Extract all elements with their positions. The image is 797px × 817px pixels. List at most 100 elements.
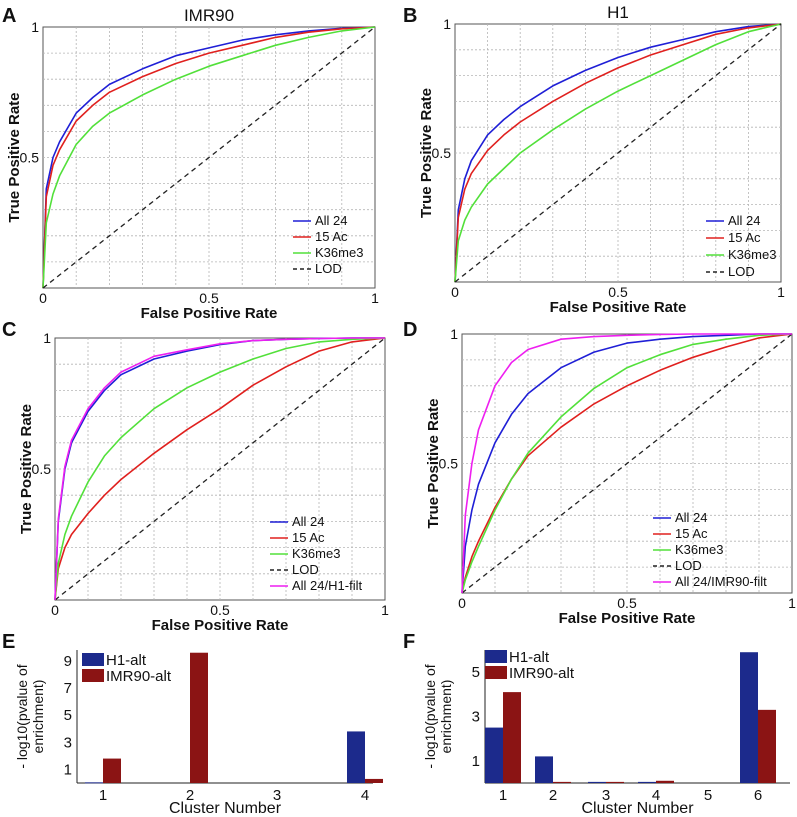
- x-tick-label-cluster-1: 1: [499, 787, 507, 804]
- y-tick-label-0-5: 0.5: [439, 456, 459, 472]
- bar-imr90-alt-cluster-1: [503, 692, 521, 783]
- roc-plot-imr90: 0 0.5 1 0.5 1 False Positive Rate True Positiv…: [6, 6, 379, 322]
- x-tick-label-1: 1: [788, 595, 796, 611]
- x-tick-label-cluster-1: 1: [99, 787, 107, 804]
- curve-k36me3: [42, 26, 376, 289]
- enrichment-bar-chart-f: 1 2 3 4 5 6 1 3 5 Cluster Number - log10(pvalue of…: [422, 649, 790, 817]
- x-tick-label-0-5: 0.5: [608, 284, 628, 300]
- panel-letter-b: B: [403, 5, 417, 27]
- x-tick-label-cluster-2: 2: [549, 787, 557, 804]
- y-tick-label-1: 1: [472, 753, 480, 770]
- y-tick-label-1: 1: [31, 19, 39, 35]
- bar-h1-alt-cluster-2: [535, 756, 553, 783]
- y-tick-label-9: 9: [64, 653, 72, 670]
- curve-all-24: [454, 23, 782, 283]
- legend-label-15-ac: 15 Ac: [728, 230, 761, 245]
- curve-15-ac: [42, 26, 376, 289]
- legend-label-all-24-h1-filt: All 24/H1-filt: [292, 578, 362, 593]
- roc-plot-h1-filtered: 0 0.5 1 0.5 1 False Positive Rate True Positiv…: [18, 330, 389, 634]
- legend-label-h1-alt: H1-alt: [106, 652, 147, 669]
- legend-label-all-24: All 24: [315, 213, 348, 228]
- x-tick-label-0: 0: [51, 602, 59, 618]
- panel-letter-d: D: [403, 319, 417, 341]
- legend-swatch-h1-alt: [485, 650, 507, 663]
- y-axis-label: True Positive Rate: [425, 398, 442, 528]
- y-axis-label: True Positive Rate: [6, 92, 23, 222]
- chart-title: IMR90: [184, 6, 234, 25]
- curve-lod: [42, 26, 376, 289]
- x-tick-label-cluster-5: 5: [704, 787, 712, 804]
- x-tick-label-0: 0: [458, 595, 466, 611]
- y-axis-label: True Positive Rate: [418, 88, 435, 218]
- bar-imr90-alt-cluster-4: [656, 780, 674, 783]
- legend-label-15-ac: 15 Ac: [292, 530, 325, 545]
- bar-h1-alt-cluster-6: [740, 652, 758, 783]
- x-tick-label-cluster-3: 3: [273, 787, 281, 804]
- y-tick-label-5: 5: [472, 664, 480, 681]
- legend-label-k36me3: K36me3: [315, 245, 363, 260]
- x-tick-label-cluster-3: 3: [602, 787, 610, 804]
- curve-all-24: [42, 26, 376, 289]
- y-axis-label-line-1: - log10(pvalue of: [422, 664, 438, 768]
- x-tick-label-0: 0: [39, 290, 47, 306]
- y-axis-label-line-1: - log10(pvalue of: [14, 664, 30, 768]
- x-tick-label-cluster-6: 6: [754, 787, 762, 804]
- bar-imr90-alt-cluster-2: [553, 781, 571, 783]
- legend-label-lod: LOD: [675, 558, 702, 573]
- x-tick-label-0-5: 0.5: [617, 595, 637, 611]
- legend-label-lod: LOD: [315, 261, 342, 276]
- y-tick-label-0-5: 0.5: [432, 145, 452, 161]
- y-tick-label-3: 3: [64, 734, 72, 751]
- y-tick-label-0-5: 0.5: [32, 461, 52, 477]
- y-axis-label: True Positive Rate: [18, 404, 35, 534]
- panel-letter-e: E: [2, 631, 15, 653]
- curve-k36me3: [461, 333, 793, 594]
- y-tick-label-1: 1: [443, 16, 451, 32]
- bar-h1-alt-cluster-4: [638, 781, 656, 783]
- bar-h1-alt-cluster-3: [588, 781, 606, 783]
- y-axis-label-line-2: enrichment): [438, 680, 454, 754]
- legend-label-h1-alt: H1-alt: [509, 649, 550, 666]
- curve-15-ac: [454, 23, 782, 283]
- x-tick-label-0-5: 0.5: [210, 602, 230, 618]
- x-tick-label-1: 1: [777, 284, 785, 300]
- y-tick-label-1: 1: [64, 761, 72, 778]
- legend-label-lod: LOD: [728, 264, 755, 279]
- x-tick-label-cluster-2: 2: [186, 787, 194, 804]
- legend-label-lod: LOD: [292, 562, 319, 577]
- legend-label-all-24: All 24: [728, 213, 761, 228]
- x-tick-label-cluster-4: 4: [652, 787, 660, 804]
- curve-lod: [454, 23, 782, 283]
- curve-15-ac: [461, 333, 793, 594]
- legend-swatch-h1-alt: [82, 653, 104, 666]
- curve-15-ac: [54, 337, 386, 601]
- x-axis-label: Cluster Number: [581, 800, 694, 817]
- x-axis-label: False Positive Rate: [141, 305, 278, 322]
- legend-label-imr90-alt: IMR90-alt: [509, 665, 575, 682]
- legend-swatch-imr90-alt: [82, 669, 104, 682]
- x-tick-label-1: 1: [371, 290, 379, 306]
- legend-label-all-24: All 24: [292, 514, 325, 529]
- curve-all-24: [461, 333, 792, 594]
- panel-letter-f: F: [403, 631, 415, 653]
- y-axis-label-line-2: enrichment): [30, 680, 46, 754]
- x-axis-label: Cluster Number: [169, 800, 282, 817]
- panel-letter-a: A: [2, 5, 16, 27]
- curve-all-24-h1-filt: [54, 337, 385, 601]
- bar-h1-alt-cluster-1: [485, 727, 503, 783]
- bar-imr90-alt-cluster-4: [365, 778, 383, 783]
- curve-lod: [461, 333, 793, 594]
- bar-imr90-alt-cluster-1: [103, 758, 121, 783]
- x-tick-label-cluster-4: 4: [361, 787, 369, 804]
- enrichment-bar-chart-e: 1 2 3 4 1 3 5 7 9 Cluster Number - log10(pvalue of…: [14, 650, 383, 817]
- y-tick-label-5: 5: [64, 707, 72, 724]
- chart-title: H1: [607, 3, 629, 22]
- x-tick-label-0: 0: [451, 284, 459, 300]
- legend-label-k36me3: K36me3: [728, 247, 776, 262]
- legend-label-all-24: All 24: [675, 510, 708, 525]
- y-tick-label-1: 1: [450, 326, 458, 342]
- curve-k36me3: [454, 23, 782, 283]
- curve-all-24-imr90-filt: [461, 333, 792, 594]
- y-tick-label-7: 7: [64, 680, 72, 697]
